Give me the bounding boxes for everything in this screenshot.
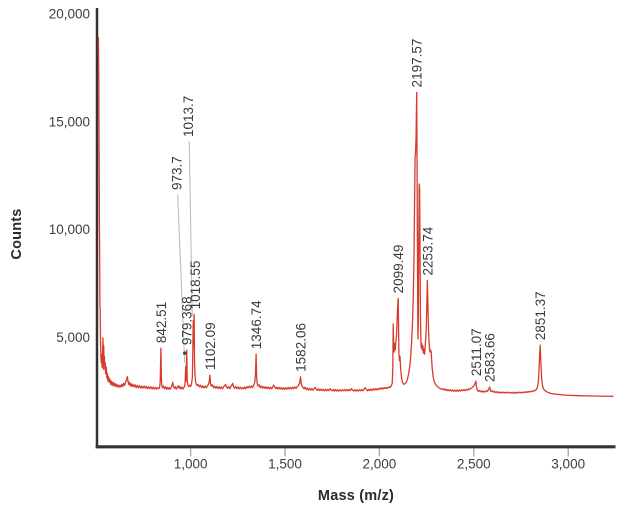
peak-label: 2099.49 [391, 245, 406, 294]
peak-label: 2197.57 [410, 39, 425, 88]
y-tick-label: 10,000 [49, 222, 90, 237]
x-axis-title: Mass (m/z) [317, 488, 395, 504]
spectrum-line [97, 36, 614, 397]
peak-label: 1013.7 [181, 96, 196, 137]
y-tick-label: 20,000 [49, 7, 90, 22]
peak-label: 842.51 [154, 302, 169, 343]
peak-label: 979.368 [180, 296, 195, 345]
peak-label: 1582.06 [294, 323, 309, 372]
peak-label: 2583.66 [483, 333, 498, 382]
y-tick-label: 5,000 [56, 330, 90, 345]
peak-leader-line [188, 140, 193, 317]
y-tick-label: 15,000 [49, 114, 90, 129]
x-tick-label: 3,000 [551, 457, 585, 472]
x-tick-label: 1,000 [174, 457, 208, 472]
peak-label: 1018.55 [188, 261, 203, 310]
peak-label: 2851.37 [533, 291, 548, 340]
peak-marker-dot [182, 351, 187, 355]
peak-label: 973.7 [170, 156, 185, 190]
peak-leader-line [177, 193, 186, 363]
peak-label: 1102.09 [203, 322, 218, 370]
peak-label: 2511.07 [469, 328, 484, 376]
x-tick-label: 2,000 [363, 457, 397, 472]
peak-label: 2253.74 [420, 226, 435, 275]
peak-label: 1346.74 [249, 300, 264, 349]
x-tick-label: 2,500 [457, 457, 491, 472]
x-tick-label: 1,500 [268, 457, 302, 472]
y-axis-title: Counts [9, 208, 25, 260]
